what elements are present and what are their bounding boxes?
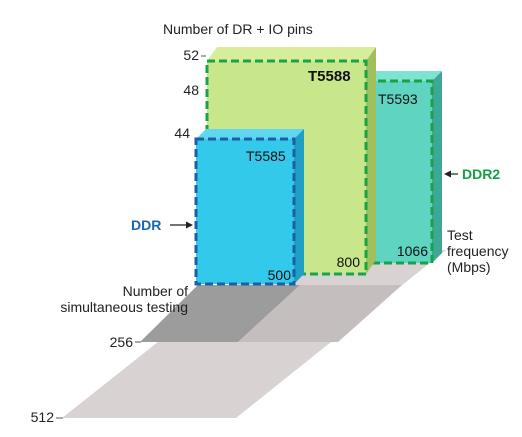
frequency-title-line3: (Mbps) [447,259,491,275]
tick-512: 512 [31,409,55,425]
ddr2-callout-label: DDR2 [462,166,500,182]
t5588-top [207,47,376,61]
depth-title-line1: Number of [123,283,188,299]
t5585-label: T5585 [246,148,286,164]
tick-256: 256 [110,334,134,350]
floor-plane-256-light [238,285,402,342]
t5593-front [364,79,434,265]
vertical-axis-title: Number of DR + IO pins [163,21,313,37]
freq-800: 800 [337,254,361,270]
ddr-callout-label: DDR [131,217,161,233]
t5593-top [366,71,442,81]
floor-plane-256 [140,285,300,342]
depth-title-line2: simultaneous testing [60,299,188,315]
frequency-title-line1: Test [447,227,473,243]
freq-500: 500 [268,267,292,283]
t5588-side [366,47,376,274]
tick-44: 44 [174,125,190,141]
freq-1066: 1066 [397,243,428,259]
tick-48: 48 [183,82,199,98]
t5593-label: T5593 [378,91,418,107]
ddr2-arrow-icon [444,170,458,178]
t5585-side [294,129,304,284]
t5588-label: T5588 [308,68,351,85]
t5585-front [194,137,296,286]
ddr-arrow-icon [170,221,193,229]
frequency-title-line2: frequency [447,243,508,259]
tick-52: 52 [183,47,199,63]
t5593-side [432,71,442,263]
t5585-top [196,129,304,139]
